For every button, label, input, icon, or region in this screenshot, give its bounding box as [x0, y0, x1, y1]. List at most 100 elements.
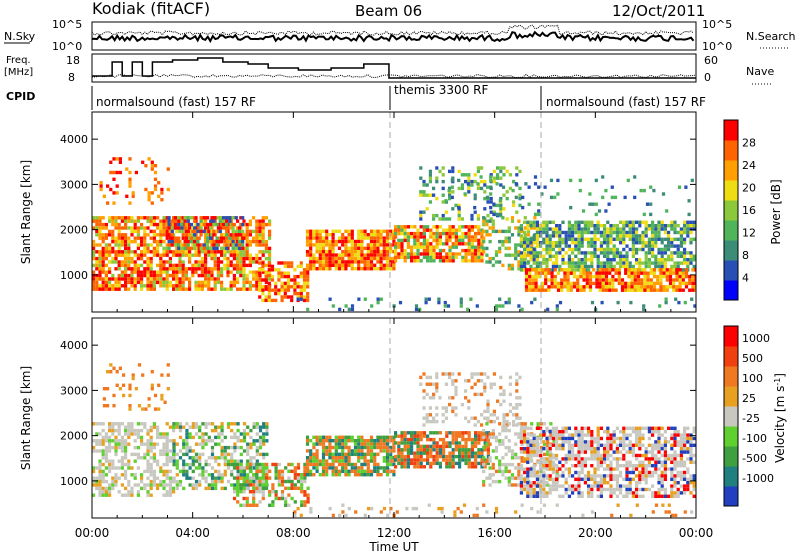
velocity-cell — [188, 483, 192, 487]
power-cell — [495, 212, 499, 217]
velocity-cell — [546, 483, 550, 487]
power-cell — [460, 217, 464, 221]
power-cell — [302, 288, 307, 292]
power-cell — [659, 268, 663, 272]
power-cell — [692, 224, 696, 228]
velocity-cell — [162, 462, 166, 467]
freq-frame — [91, 53, 697, 83]
power-cell — [644, 251, 648, 255]
velocity-cell — [403, 444, 407, 449]
velocity-cell — [331, 473, 335, 477]
power-cell — [172, 284, 176, 288]
power-cell — [476, 169, 480, 174]
power-cell — [140, 284, 144, 288]
power-cell — [114, 236, 118, 240]
power-cell — [422, 252, 426, 256]
velocity-cell — [128, 387, 132, 391]
power-cell — [267, 291, 271, 296]
velocity-cell — [473, 382, 477, 386]
power-cell — [413, 225, 417, 229]
velocity-cell — [134, 387, 138, 391]
power-cell — [540, 271, 545, 275]
power-cell — [583, 258, 587, 262]
power-cell — [422, 225, 426, 229]
velocity-cell — [194, 466, 199, 470]
power-cell — [611, 285, 615, 289]
power-cell — [426, 259, 430, 263]
power-cell — [647, 227, 651, 231]
power-cell — [114, 243, 118, 247]
power-cell — [286, 281, 291, 286]
power-cell — [590, 264, 594, 269]
velocity-cell — [491, 432, 495, 436]
power-cell — [98, 236, 102, 240]
power-cell — [104, 243, 108, 247]
power-cell — [221, 222, 226, 227]
velocity-cell — [207, 462, 211, 467]
power-cell — [531, 274, 535, 279]
velocity-cell — [168, 449, 172, 453]
velocity-cell — [131, 373, 135, 377]
power-cell — [510, 267, 515, 271]
velocity-cell — [249, 445, 253, 450]
velocity-cell — [461, 437, 465, 442]
velocity-cell — [214, 442, 218, 446]
power-cell — [577, 258, 581, 262]
power-cell — [236, 246, 240, 251]
velocity-cell — [526, 426, 530, 430]
power-cell — [631, 227, 635, 231]
power-cell — [611, 268, 615, 272]
velocity-cell — [118, 387, 122, 391]
velocity-cell — [162, 483, 166, 487]
power-cell — [175, 246, 179, 251]
power-cell — [237, 246, 242, 251]
velocity-cell — [515, 402, 519, 407]
velocity-cell — [143, 469, 147, 474]
power-cell — [678, 278, 682, 282]
power-cell — [537, 288, 541, 292]
velocity-cell — [517, 435, 521, 440]
velocity-cell — [300, 473, 304, 477]
velocity-cell — [296, 476, 301, 480]
power-cell — [231, 216, 235, 220]
velocity-cell — [385, 462, 390, 467]
velocity-cell — [350, 435, 354, 439]
power-cell — [601, 288, 605, 292]
power-cell — [98, 243, 102, 247]
velocity-cell — [182, 452, 186, 457]
velocity-cell — [410, 448, 414, 452]
velocity-cell — [136, 452, 140, 457]
velocity-cell — [149, 456, 153, 460]
power-cell — [505, 196, 509, 201]
velocity-cell — [514, 456, 518, 460]
velocity-cell — [422, 416, 426, 420]
velocity-cell — [284, 466, 288, 470]
velocity-cell — [140, 442, 144, 446]
power-cell — [480, 238, 484, 243]
power-cell — [488, 219, 492, 223]
power-cell — [643, 271, 647, 275]
power-cell — [555, 230, 559, 235]
velocity-cell — [188, 462, 192, 467]
power-cell — [117, 239, 121, 244]
power-cell — [147, 191, 151, 195]
velocity-cell — [451, 379, 455, 383]
velocity-cell — [232, 476, 237, 480]
velocity-cell — [168, 456, 172, 460]
power-cell — [451, 245, 455, 249]
power-cell — [406, 242, 410, 246]
power-cell — [306, 285, 310, 289]
velocity-cell — [360, 445, 364, 450]
power-cell — [679, 227, 683, 231]
power-cell — [117, 236, 121, 240]
velocity-cell — [149, 449, 153, 453]
power-cell — [416, 242, 420, 246]
power-cell — [149, 263, 153, 268]
velocity-cell — [152, 452, 156, 457]
power-cell — [561, 247, 565, 252]
power-cell — [582, 285, 586, 289]
power-cell — [479, 175, 483, 179]
power-cell — [519, 268, 523, 272]
velocity-cell — [172, 462, 176, 467]
power-cell — [649, 288, 653, 292]
